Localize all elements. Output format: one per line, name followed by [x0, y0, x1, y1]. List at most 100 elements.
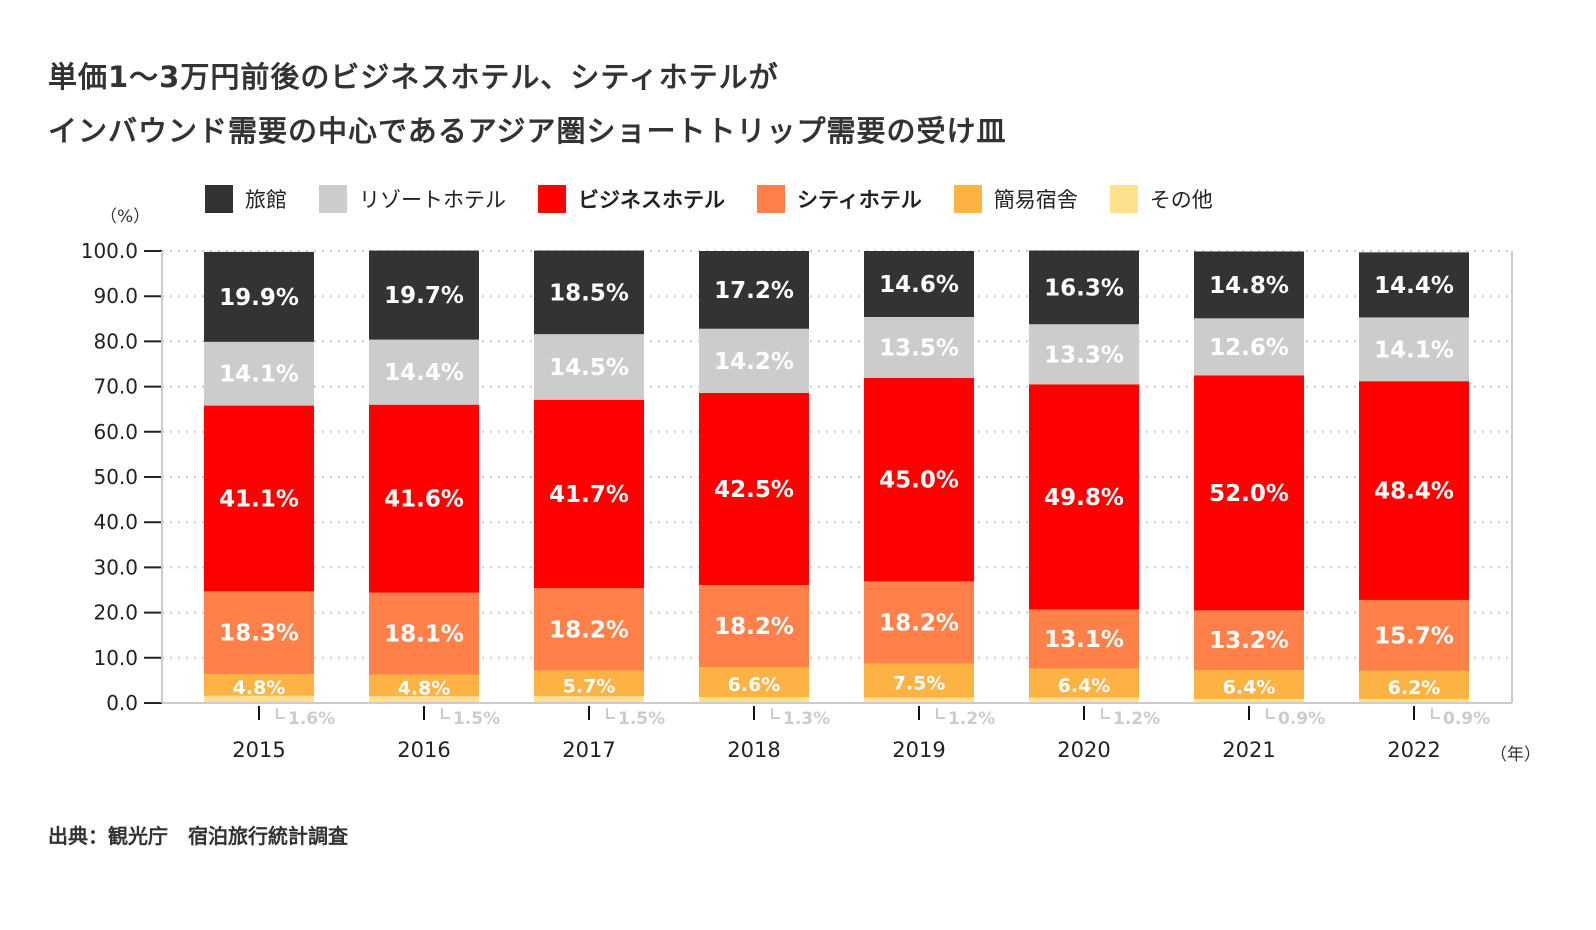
chart-title-line-1: 単価1〜3万円前後のビジネスホテル、シティホテルが — [48, 60, 779, 94]
bar-segment — [369, 696, 479, 703]
legend-swatch — [1109, 185, 1138, 213]
data-label: 13.5% — [879, 336, 959, 362]
bar-segment — [1359, 317, 1469, 382]
legend-item: その他 — [1109, 184, 1213, 214]
data-label: 18.5% — [549, 280, 629, 306]
data-label: 18.2% — [714, 614, 794, 640]
bar-segment — [864, 581, 974, 664]
y-tick-label: 0.0 — [106, 691, 138, 715]
label-leader-line — [936, 708, 945, 719]
bar-segment — [204, 341, 314, 406]
bar-segment — [1194, 670, 1304, 699]
data-label: 41.6% — [384, 487, 464, 513]
bar-segment — [1194, 318, 1304, 376]
data-label: 15.7% — [1374, 623, 1454, 649]
x-tick-label: 2015 — [232, 738, 285, 762]
label-leader-line — [1266, 708, 1275, 719]
data-label: 18.1% — [384, 622, 464, 648]
label-leader-line — [441, 708, 450, 719]
data-label: 14.8% — [1209, 273, 1289, 299]
bar-segment — [1029, 384, 1139, 610]
bar-segment — [369, 592, 479, 675]
data-label: 49.8% — [1044, 485, 1124, 511]
data-label: 4.8% — [233, 677, 286, 699]
data-label: 1.5% — [618, 709, 665, 729]
data-label: 18.2% — [549, 617, 629, 643]
data-label: 19.7% — [384, 283, 464, 309]
bar-segment — [369, 250, 479, 340]
bar-segment — [1359, 252, 1469, 318]
data-label: 6.4% — [1223, 676, 1276, 698]
label-leader-line — [276, 708, 285, 719]
data-label: 17.2% — [714, 278, 794, 304]
legend-swatch — [319, 185, 347, 213]
bar-segment — [534, 334, 644, 400]
bar-segment — [699, 585, 809, 668]
data-label: 18.3% — [219, 621, 299, 647]
x-axis-unit: （年） — [1490, 745, 1541, 765]
data-label: 6.6% — [728, 674, 781, 696]
data-label: 0.9% — [1278, 709, 1325, 729]
data-label: 48.4% — [1374, 479, 1454, 505]
data-label: 41.1% — [219, 486, 299, 512]
bar-segment — [864, 663, 974, 698]
bar-segment — [204, 251, 314, 342]
bar-segment — [1029, 697, 1139, 703]
bar-segment — [1029, 668, 1139, 698]
data-label: 1.3% — [783, 709, 830, 729]
data-label: 4.8% — [398, 677, 451, 699]
bar-segment — [1194, 698, 1304, 703]
data-label: 7.5% — [893, 673, 946, 695]
legend-swatch — [538, 185, 566, 213]
bar-segment — [1359, 698, 1469, 703]
data-label: 45.0% — [879, 468, 959, 494]
bar-segment — [369, 674, 479, 697]
legend-item: 旅館 — [205, 184, 287, 214]
bar-segment — [699, 328, 809, 393]
y-tick-label: 100.0 — [81, 239, 138, 263]
y-tick-label: 70.0 — [93, 375, 138, 399]
bar-segment — [1194, 375, 1304, 611]
data-label: 5.7% — [563, 675, 616, 697]
data-label: 13.1% — [1044, 627, 1124, 653]
data-label: 14.5% — [549, 355, 629, 381]
data-label: 14.6% — [879, 272, 959, 298]
bar-segment — [534, 250, 644, 335]
data-label: 12.6% — [1209, 335, 1289, 361]
data-label: 1.2% — [1113, 709, 1160, 729]
bar-segment — [699, 667, 809, 698]
data-label: 42.5% — [714, 477, 794, 503]
data-label: 52.0% — [1209, 481, 1289, 507]
bar-segment — [1194, 251, 1304, 319]
data-label: 18.2% — [879, 611, 959, 637]
bar-segment — [864, 697, 974, 703]
data-label: 14.4% — [1374, 273, 1454, 299]
label-leader-line — [606, 708, 615, 719]
bar-segment — [699, 697, 809, 703]
data-label: 13.2% — [1209, 628, 1289, 654]
legend-label: ビジネスホテル — [578, 188, 725, 212]
bar-segment — [204, 695, 314, 703]
legend: 旅館 リゾートホテル ビジネスホテル シティホテル 簡易宿舎 その他 — [205, 184, 1245, 214]
bar-segment — [534, 399, 644, 589]
x-tick-label: 2019 — [892, 738, 945, 762]
bar-segment — [369, 404, 479, 593]
legend-swatch — [205, 185, 233, 213]
legend-label: 旅館 — [245, 188, 287, 212]
data-label: 1.2% — [948, 709, 995, 729]
bar-segment — [534, 670, 644, 697]
legend-label: 簡易宿舎 — [993, 188, 1078, 212]
y-tick-label: 40.0 — [93, 510, 138, 534]
x-tick-label: 2017 — [562, 738, 615, 762]
bar-segment — [699, 251, 809, 329]
x-tick-label: 2021 — [1222, 738, 1275, 762]
legend-swatch — [953, 185, 982, 213]
bar-segment — [1029, 324, 1139, 385]
bar-segment — [204, 591, 314, 675]
label-leader-line — [1431, 708, 1440, 719]
bar-segment — [1194, 610, 1304, 671]
x-tick-label: 2020 — [1057, 738, 1110, 762]
source-note: 出典：観光庁 宿泊旅行統計調査 — [48, 824, 348, 848]
bar-segment — [204, 405, 314, 592]
